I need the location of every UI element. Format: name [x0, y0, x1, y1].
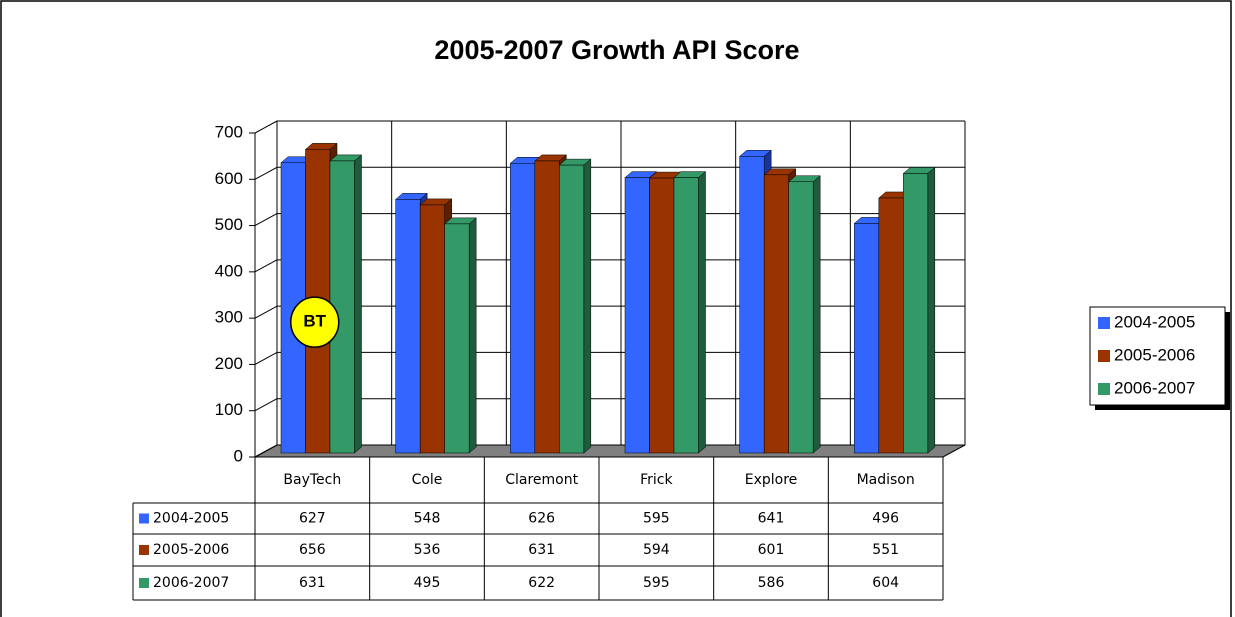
table-header: Claremont: [505, 472, 578, 488]
bar-front: [739, 156, 765, 454]
bar: [673, 171, 707, 454]
table-row-label: 2006-2007: [153, 575, 229, 591]
table-cell: 495: [414, 575, 441, 591]
table-cell: 631: [528, 542, 555, 558]
bar-front: [444, 223, 470, 454]
table-row-label: 2005-2006: [153, 542, 229, 558]
legend-key: [1098, 317, 1110, 329]
table-cell: 601: [758, 542, 785, 558]
grid-line: [254, 444, 965, 458]
table-cell: 595: [643, 511, 670, 527]
bar: [443, 217, 477, 454]
table-cell: 627: [299, 511, 326, 527]
table-cell: 626: [528, 511, 555, 527]
grid-line: [254, 305, 965, 319]
y-tick-label: 600: [215, 169, 243, 188]
annotation-circle: [290, 296, 340, 348]
table-legend-key: [139, 545, 149, 555]
bar-front: [673, 177, 699, 454]
table-cell: 496: [872, 511, 899, 527]
y-tick-label: 500: [215, 215, 243, 234]
table-cell: 604: [872, 575, 899, 591]
bar-side: [698, 171, 706, 454]
grid-side: [254, 213, 278, 227]
grid-line: [254, 259, 965, 273]
grid-line: [254, 351, 965, 365]
legend-label: 2006-2007: [1114, 378, 1195, 397]
table-cell: 548: [414, 511, 441, 527]
grid-line: [254, 120, 965, 134]
table-cell: 631: [299, 575, 326, 591]
bar: [902, 166, 936, 454]
y-tick-label: 200: [215, 354, 243, 373]
grid-side: [254, 120, 278, 134]
bar-front: [534, 160, 560, 454]
bar-side: [812, 175, 821, 454]
legend-key: [1098, 350, 1110, 362]
grid-line: [254, 213, 965, 227]
bar-front: [878, 197, 904, 454]
bar-front: [649, 177, 675, 454]
table-header: BayTech: [283, 472, 341, 488]
bar-side: [927, 166, 936, 454]
table-cell: 551: [872, 542, 899, 558]
y-tick-label: 400: [215, 261, 243, 280]
grid-side: [254, 444, 278, 458]
grid-side: [254, 166, 278, 180]
table-row-label: 2004-2005: [153, 511, 229, 527]
bar-front: [624, 177, 650, 454]
table-header: Explore: [745, 472, 798, 488]
table-header: Madison: [857, 472, 915, 488]
table-cell: 536: [414, 542, 441, 558]
table-cell: 656: [299, 542, 326, 558]
table-cell: 595: [643, 575, 670, 591]
legend-key: [1098, 383, 1110, 395]
legend-label: 2005-2006: [1114, 345, 1195, 364]
y-tick-label: 300: [215, 308, 243, 327]
bar-front: [510, 163, 536, 454]
bar: [787, 175, 821, 454]
grid-side: [254, 259, 278, 273]
bar-side: [583, 158, 592, 454]
grid-line: [254, 166, 965, 180]
legend-label: 2004-2005: [1114, 312, 1195, 331]
bar-front: [763, 174, 789, 454]
bar-front: [788, 181, 814, 454]
table-cell: 594: [643, 542, 670, 558]
bar-front: [559, 164, 585, 454]
bar-front: [903, 173, 929, 454]
table-cell: 641: [758, 511, 785, 527]
table-cell: 586: [758, 575, 785, 591]
grid-side: [254, 398, 278, 412]
table-legend-key: [139, 513, 149, 524]
table-header: Frick: [640, 472, 673, 488]
y-tick-label: 700: [215, 122, 243, 141]
annotation-label: BT: [303, 312, 326, 331]
bar-front: [419, 204, 445, 454]
grid-side: [254, 351, 278, 365]
bar-side: [468, 217, 477, 454]
bar-side: [354, 154, 362, 454]
bar: [558, 158, 592, 454]
table-header: Cole: [412, 472, 443, 488]
grid-line: [254, 398, 965, 412]
bar: [329, 154, 363, 454]
y-tick-label: 0: [234, 446, 243, 465]
y-tick-label: 100: [215, 400, 243, 419]
chart-title: 2005-2007 Growth API Score: [434, 35, 799, 65]
table-legend-key: [139, 578, 149, 588]
bar-front: [395, 199, 421, 454]
legend: [1089, 306, 1226, 406]
grid-side: [254, 305, 278, 319]
bar-front: [854, 223, 880, 454]
table-cell: 622: [528, 575, 555, 591]
